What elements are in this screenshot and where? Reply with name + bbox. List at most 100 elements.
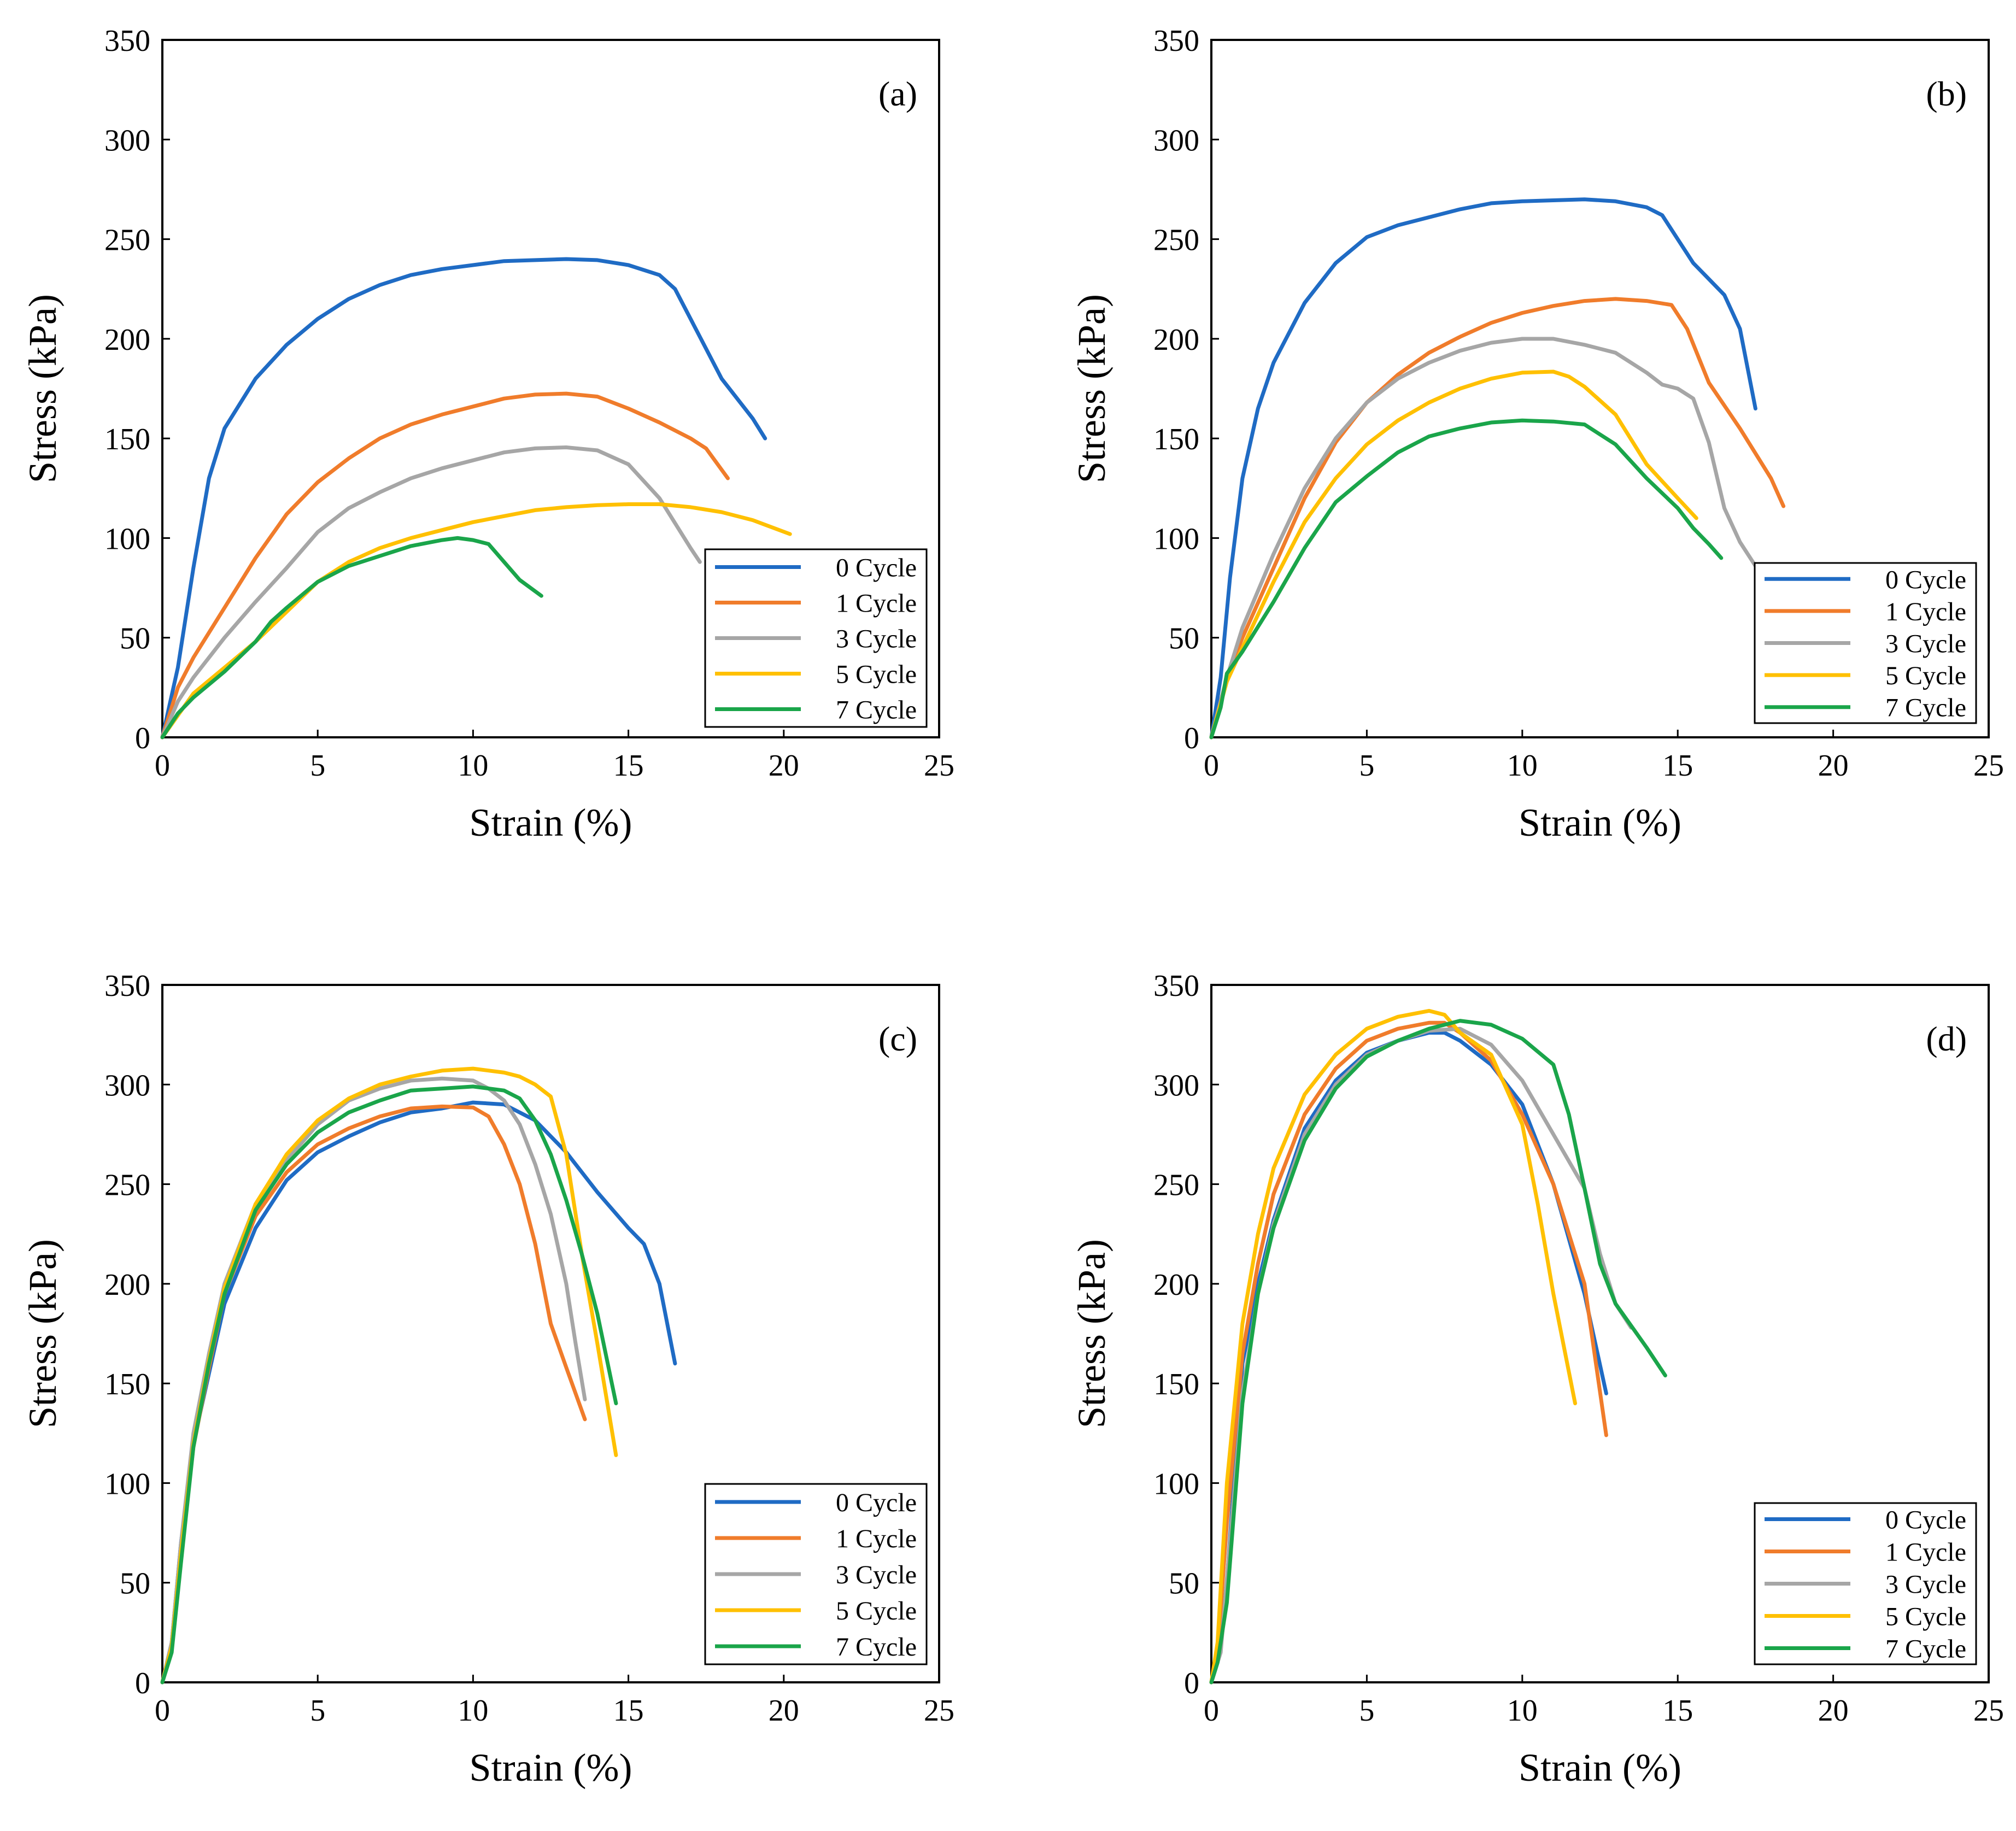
series-line-5-cycle — [160, 502, 792, 740]
x-tick-label: 25 — [1973, 749, 2004, 783]
y-tick-label: 150 — [104, 1368, 150, 1401]
x-tick-label: 0 — [155, 1694, 170, 1728]
y-tick-label: 150 — [104, 422, 150, 456]
plot-frame — [1210, 984, 1990, 1683]
series-line-5-cycle — [1209, 1008, 1577, 1685]
series-line-3-cycle — [160, 1076, 587, 1685]
x-tick-label: 10 — [458, 1694, 488, 1728]
y-tick-label: 50 — [120, 622, 150, 656]
legend-entry: 1 Cycle — [1885, 597, 1966, 626]
panel-label: (c) — [878, 1019, 917, 1058]
x-tick-label: 0 — [1204, 749, 1219, 783]
legend-entry: 0 Cycle — [1885, 565, 1966, 594]
y-tick-label: 100 — [104, 522, 150, 556]
legend: 0 Cycle 1 Cycle 3 Cycle 5 Cycle 7 Cycle — [1754, 1502, 1977, 1665]
x-tick-label: 10 — [1507, 1694, 1538, 1728]
legend-entry: 5 Cycle — [836, 660, 917, 689]
series-line-7-cycle — [160, 536, 543, 740]
y-tick-label: 300 — [104, 124, 150, 157]
legend-entry: 1 Cycle — [836, 589, 917, 618]
legend-entry: 3 Cycle — [836, 625, 917, 654]
x-tick-label: 15 — [613, 749, 644, 783]
x-axis-label: Strain (%) — [470, 801, 632, 844]
y-tick-label: 100 — [104, 1467, 150, 1501]
y-tick-label: 50 — [1169, 1567, 1199, 1601]
series-line-1-cycle — [160, 391, 730, 740]
y-tick-label: 0 — [135, 1666, 150, 1700]
y-tick-label: 50 — [120, 1567, 150, 1601]
x-tick-label: 20 — [1818, 1694, 1849, 1728]
x-axis-label: Strain (%) — [1519, 1746, 1681, 1789]
y-tick-label: 150 — [1153, 422, 1199, 456]
series-line-0-cycle — [1209, 1031, 1608, 1685]
x-tick-label: 20 — [769, 749, 799, 783]
legend-entry: 5 Cycle — [836, 1597, 917, 1625]
y-tick-label: 350 — [1153, 969, 1199, 1003]
series-line-7-cycle — [1209, 1019, 1667, 1685]
y-tick-label: 350 — [104, 24, 150, 58]
series-line-3-cycle — [1209, 337, 1757, 740]
legend-entry: 3 Cycle — [1885, 1570, 1966, 1599]
y-tick-label: 50 — [1169, 622, 1199, 656]
y-tick-label: 0 — [135, 721, 150, 755]
y-tick-label: 300 — [104, 1069, 150, 1102]
legend-entry: 7 Cycle — [1885, 1635, 1966, 1664]
legend-entry: 7 Cycle — [836, 696, 917, 725]
legend-entry: 3 Cycle — [1885, 630, 1966, 659]
legend-entry: 0 Cycle — [1885, 1506, 1966, 1535]
y-tick-label: 200 — [104, 323, 150, 357]
x-tick-label: 5 — [1359, 1694, 1374, 1728]
y-tick-label: 200 — [1153, 1268, 1199, 1302]
y-tick-label: 350 — [104, 969, 150, 1003]
legend-entry: 1 Cycle — [836, 1524, 917, 1553]
y-tick-label: 100 — [1153, 522, 1199, 556]
x-tick-label: 10 — [1507, 749, 1538, 783]
x-tick-label: 20 — [769, 1694, 799, 1728]
x-tick-label: 15 — [1662, 749, 1693, 783]
legend-entry: 5 Cycle — [1885, 1603, 1966, 1632]
y-tick-label: 350 — [1153, 24, 1199, 58]
y-tick-label: 300 — [1153, 124, 1199, 157]
chart-panel-1: 0 50 100 150 200 250 300 350 0 5 10 15 20 25 Strain (%… — [21, 24, 954, 844]
series-line-1-cycle — [1209, 297, 1786, 740]
x-tick-label: 20 — [1818, 749, 1849, 783]
series-line-3-cycle — [1209, 1026, 1633, 1685]
y-axis-label: Stress (kPa) — [1070, 1239, 1114, 1428]
series-line-1-cycle — [1209, 1020, 1608, 1685]
legend-entry: 1 Cycle — [1885, 1538, 1966, 1567]
chart-panel-3: 0 50 100 150 200 250 300 350 0 5 10 15 20 25 Strain (%… — [21, 969, 954, 1789]
y-tick-label: 0 — [1184, 1666, 1199, 1700]
chart-panel-4: 0 50 100 150 200 250 300 350 0 5 10 15 20 25 Strain (%… — [1070, 969, 2004, 1789]
y-axis-label: Stress (kPa) — [1070, 294, 1114, 483]
y-tick-label: 250 — [104, 224, 150, 257]
panel-label: (d) — [1926, 1019, 1967, 1058]
series-line-7-cycle — [1209, 418, 1724, 740]
y-tick-label: 300 — [1153, 1069, 1199, 1102]
series-line-0-cycle — [160, 1100, 677, 1685]
series-line-5-cycle — [160, 1066, 618, 1685]
y-tick-label: 150 — [1153, 1368, 1199, 1401]
x-tick-label: 5 — [310, 1694, 325, 1728]
legend-entry: 7 Cycle — [1885, 694, 1966, 723]
legend-entry: 7 Cycle — [836, 1633, 917, 1662]
plot-frame — [161, 984, 940, 1683]
x-axis-label: Strain (%) — [470, 1746, 632, 1789]
y-tick-label: 250 — [1153, 1169, 1199, 1202]
x-tick-label: 25 — [924, 1694, 954, 1728]
x-tick-label: 15 — [613, 1694, 644, 1728]
panel-label: (b) — [1926, 74, 1967, 113]
x-tick-label: 25 — [1973, 1694, 2004, 1728]
panel-label: (a) — [878, 74, 917, 113]
x-tick-label: 10 — [458, 749, 488, 783]
y-tick-label: 0 — [1184, 721, 1199, 755]
legend-entry: 0 Cycle — [836, 1488, 917, 1517]
x-tick-label: 5 — [1359, 749, 1374, 783]
series-line-0-cycle — [1209, 197, 1757, 740]
x-tick-label: 25 — [924, 749, 954, 783]
x-tick-label: 0 — [155, 749, 170, 783]
legend-entry: 5 Cycle — [1885, 661, 1966, 690]
